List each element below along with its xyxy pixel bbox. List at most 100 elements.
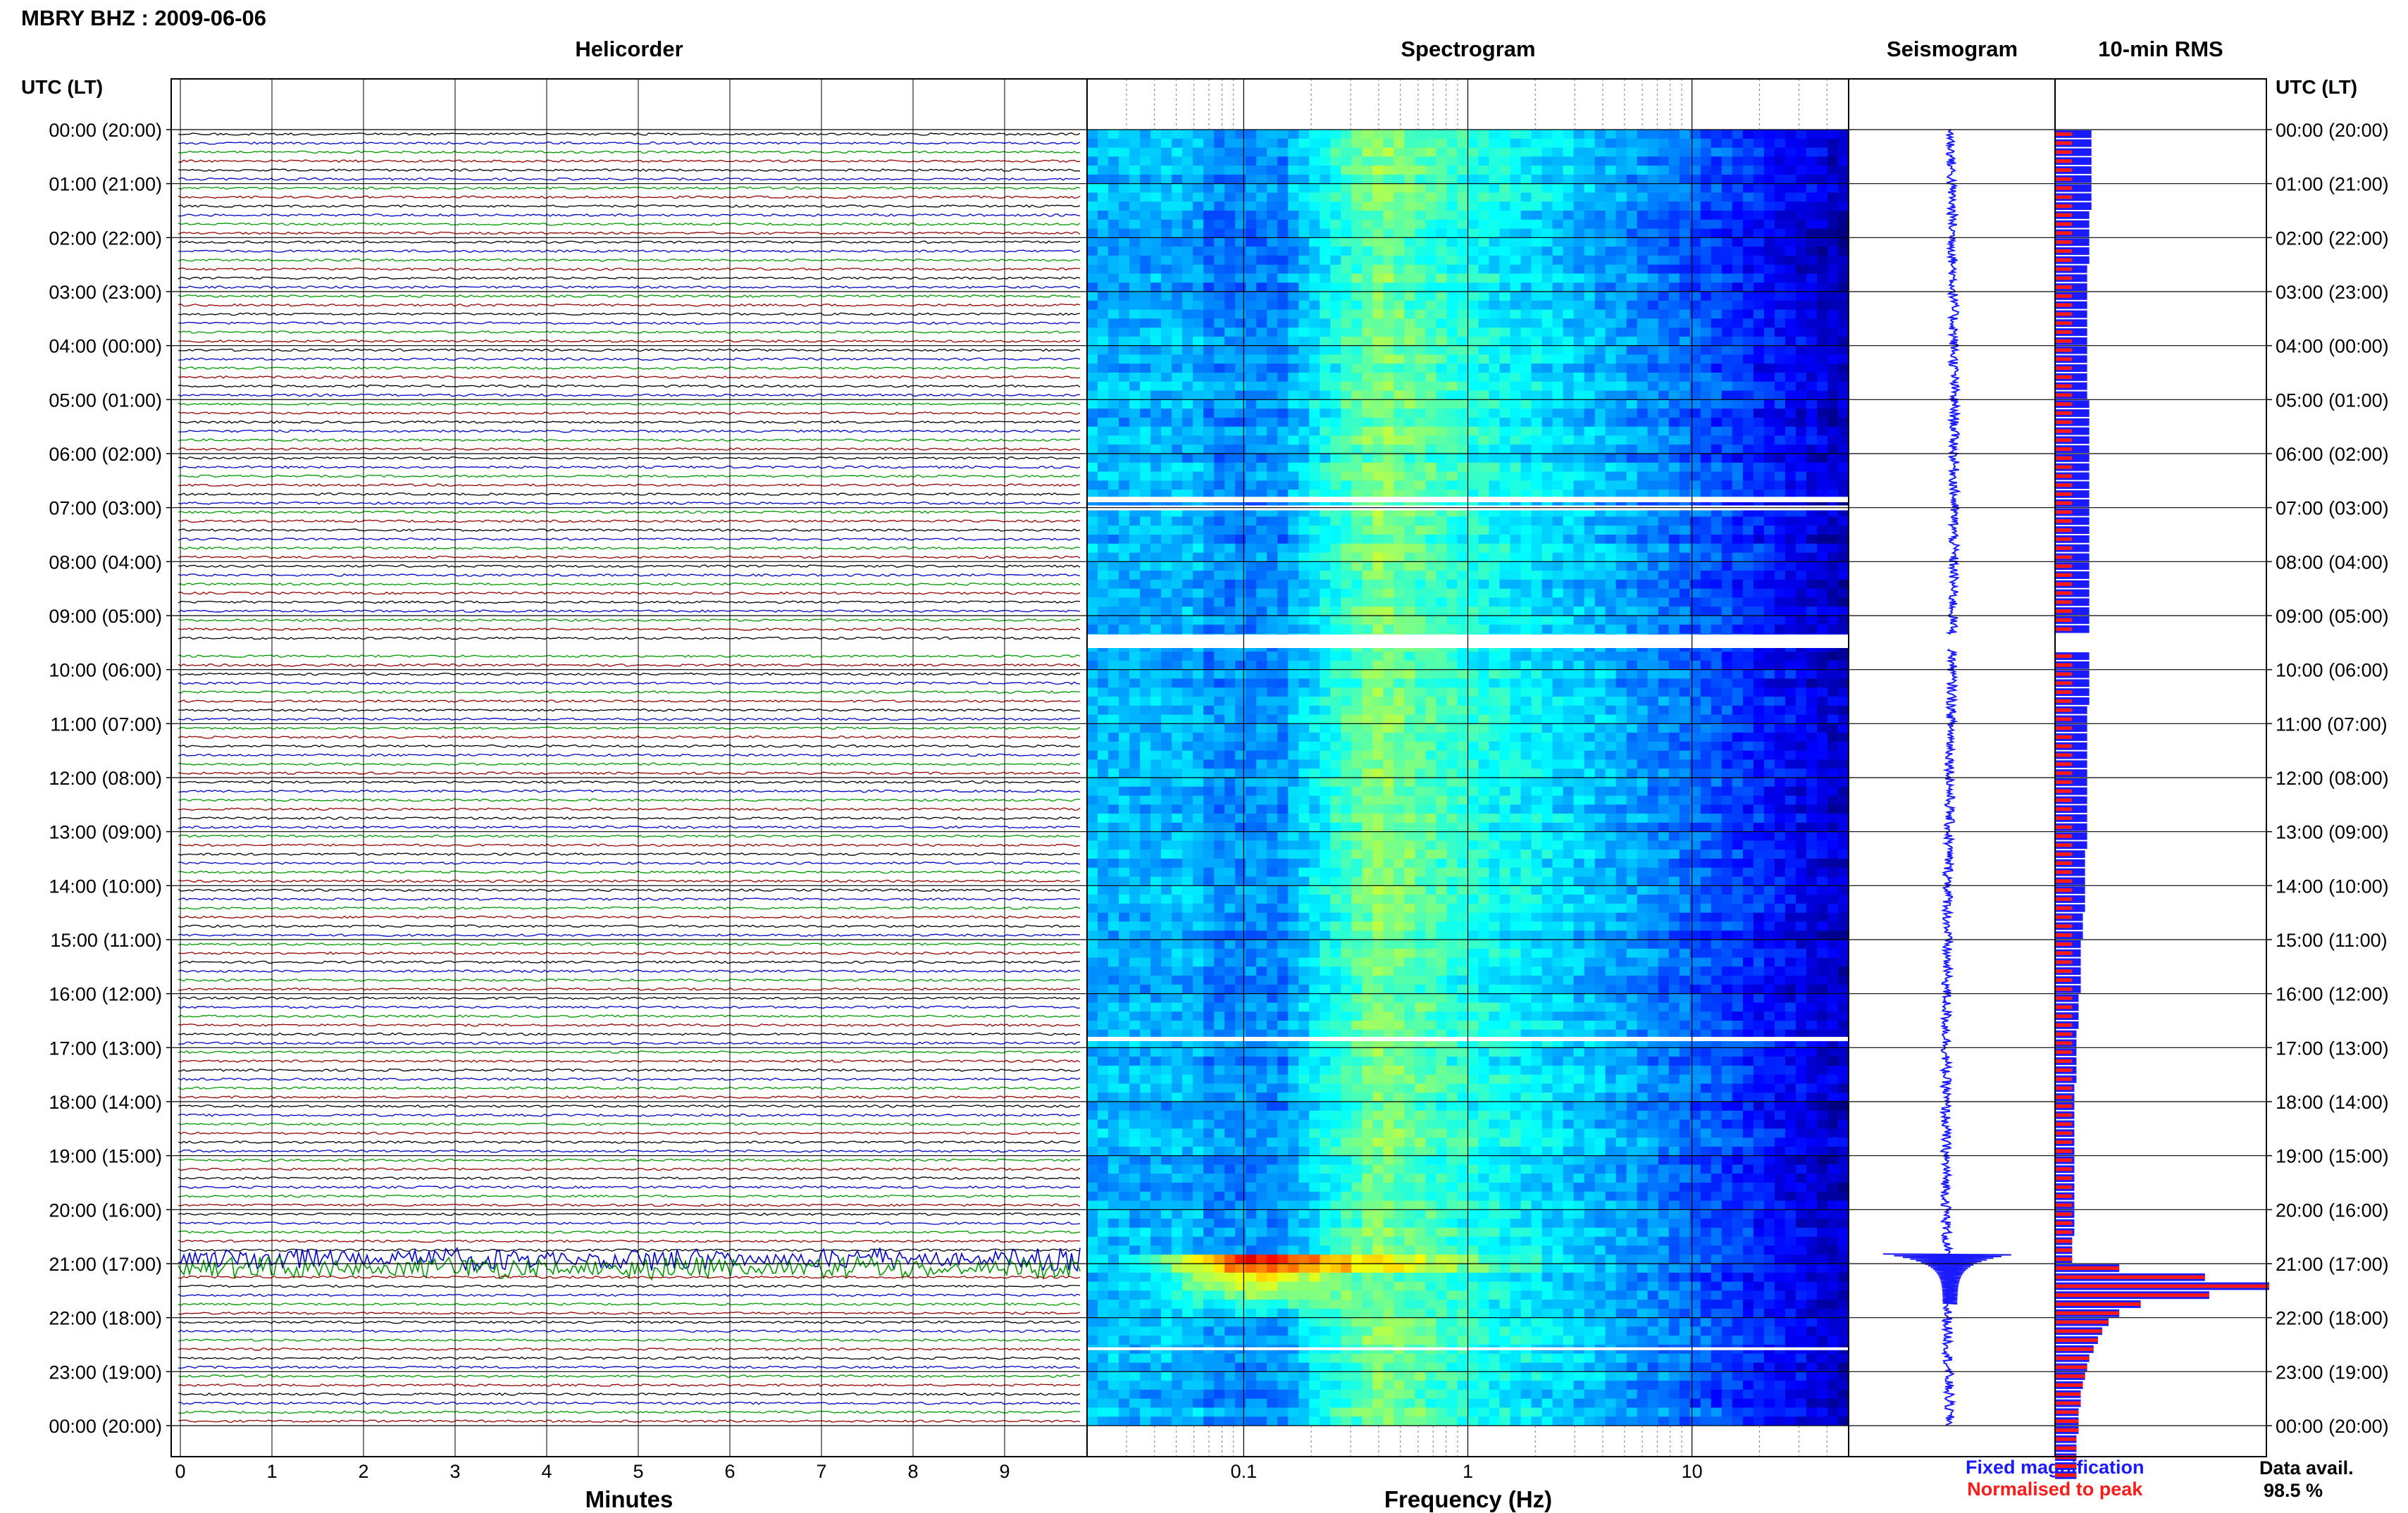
spectrogram-cell [1256, 669, 1267, 679]
spectrogram-cell [1700, 652, 1712, 661]
spectrogram-cell [1795, 336, 1807, 347]
spectrogram-cell [1763, 480, 1775, 490]
spectrogram-cell [1795, 733, 1807, 742]
spectrogram-cell [1341, 624, 1352, 635]
spectrogram-cell [1711, 247, 1723, 256]
spectrogram-cell [1573, 219, 1585, 230]
spectrogram-cell [1436, 588, 1448, 598]
spectrogram-cell [1320, 166, 1331, 175]
spectrogram-cell [1320, 624, 1331, 635]
spectrogram-cell [1224, 454, 1236, 463]
spectrogram-cell [1098, 597, 1109, 607]
spectrogram-cell [1584, 174, 1596, 185]
spectrogram-cell [1615, 363, 1627, 373]
spectrogram-cell [1267, 723, 1278, 733]
spectrogram-cell [1446, 336, 1458, 347]
spectrogram-cell [1087, 480, 1098, 490]
spectrogram-cell [1404, 669, 1415, 679]
spectrogram-cell [1224, 399, 1236, 409]
spectrogram-cell [1108, 417, 1119, 428]
spectrogram-cell [1108, 471, 1119, 481]
spectrogram-cell [1520, 166, 1532, 175]
spectrogram-cell [1552, 282, 1564, 292]
spectrogram-cell [1637, 535, 1649, 544]
spectrogram-cell [1478, 606, 1490, 616]
spectrogram-cell [1288, 588, 1299, 598]
spectrogram-cell [1668, 192, 1680, 202]
spectrogram-cell [1520, 723, 1532, 733]
spectrogram-cell [1531, 336, 1543, 347]
spectrogram-cell [1795, 741, 1807, 752]
spectrogram-cell [1394, 264, 1405, 274]
spectrogram-cell [1838, 273, 1849, 283]
spectrogram-cell [1246, 373, 1257, 382]
spectrogram-cell [1150, 597, 1162, 607]
spectrogram-cell [1563, 237, 1575, 247]
spectrogram-cell [1415, 733, 1426, 742]
data-availability-value: 98.5 % [2264, 1480, 2323, 1502]
spectrogram-cell [1742, 462, 1754, 473]
spectrogram-cell [1425, 652, 1436, 661]
spectrogram-cell [1774, 166, 1786, 175]
spectrogram-cell [1172, 309, 1183, 319]
spectrogram-cell [1467, 390, 1479, 400]
spectrogram-cell [1700, 417, 1712, 428]
spectrogram-cell [1193, 174, 1204, 185]
spectrogram-cell [1193, 363, 1204, 373]
spectrogram-cell [1637, 300, 1649, 311]
spectrogram-cell [1785, 336, 1796, 347]
spectrogram-cell [1711, 471, 1723, 481]
spectrogram-cell [1267, 309, 1278, 319]
spectrogram-cell [1394, 166, 1405, 175]
spectrogram-cell [1584, 219, 1596, 230]
spectrogram-cell [1753, 309, 1765, 319]
spectrogram-cell [1510, 579, 1522, 590]
spectrogram-cell [1150, 381, 1162, 392]
spectrogram-cell [1193, 409, 1204, 418]
spectrogram-cell [1246, 624, 1257, 635]
spectrogram-cell [1732, 435, 1744, 445]
spectrogram-cell [1372, 328, 1384, 337]
spectrogram-cell [1394, 588, 1405, 598]
spectrogram-cell [1753, 669, 1765, 679]
spectrogram-cell [1827, 535, 1839, 544]
spectrogram-cell [1795, 373, 1807, 382]
spectrogram-cell [1320, 561, 1331, 571]
spectrogram-cell [1817, 282, 1828, 292]
spectrogram-cell [1267, 282, 1278, 292]
spectrogram-cell [1605, 606, 1617, 616]
spectrogram-cell [1541, 579, 1553, 590]
spectrogram-cell [1457, 390, 1469, 400]
spectrogram-cell [1372, 373, 1384, 382]
spectrogram-cell [1108, 130, 1119, 139]
spectrogram-cell [1394, 669, 1405, 679]
spectrogram-cell [1563, 130, 1575, 139]
spectrogram-cell [1193, 318, 1204, 328]
spectrogram-cell [1742, 309, 1754, 319]
spectrogram-cell [1394, 417, 1405, 428]
spectrogram-cell [1341, 192, 1352, 202]
spectrogram-cell [1679, 273, 1691, 283]
spectrogram-cell [1774, 462, 1786, 473]
spectrogram-cell [1753, 237, 1765, 247]
spectrogram-cell [1161, 255, 1172, 266]
spectrogram-cell [1330, 741, 1341, 752]
spectrogram-cell [1098, 201, 1109, 211]
spectrogram-cell [1172, 697, 1183, 706]
spectrogram-cell [1309, 616, 1320, 625]
spectrogram-cell [1372, 678, 1384, 688]
spectrogram-cell [1563, 597, 1575, 607]
spectrogram-cell [1689, 471, 1701, 481]
spectrogram-cell [1330, 606, 1341, 616]
spectrogram-cell [1446, 219, 1458, 230]
spectrogram-cell [1679, 300, 1691, 311]
spectrogram-cell [1161, 490, 1172, 499]
spectrogram-cell [1457, 606, 1469, 616]
spectrogram-cell [1763, 138, 1775, 149]
spectrogram-cell [1362, 201, 1373, 211]
spectrogram-cell [1172, 444, 1183, 454]
spectrogram-cell [1700, 373, 1712, 382]
spectrogram-cell [1785, 390, 1796, 400]
spectrogram-cell [1626, 652, 1638, 661]
spectrogram-cell [1161, 723, 1172, 733]
